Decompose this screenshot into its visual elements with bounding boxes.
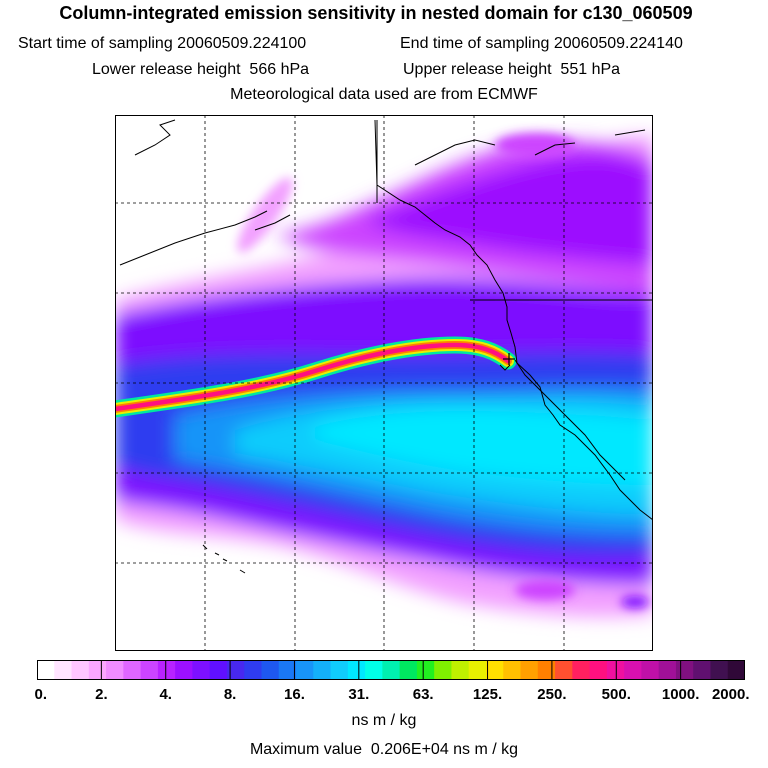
colorbar-tick-label: 1000. bbox=[661, 686, 700, 703]
colorbar-cell bbox=[123, 660, 142, 680]
sensitivity-map bbox=[115, 115, 653, 651]
colorbar-cell bbox=[416, 660, 435, 680]
colorbar-tick-label: 250. bbox=[537, 686, 567, 703]
colorbar-tick-label: 125. bbox=[472, 686, 503, 703]
plume-track bbox=[115, 336, 517, 418]
colorbar-cell bbox=[451, 660, 470, 680]
graticule bbox=[115, 115, 653, 651]
start-time-label: Start time of sampling 20060509.224100 bbox=[18, 35, 307, 52]
colorbar-cell bbox=[399, 660, 418, 680]
political-borders bbox=[376, 120, 653, 481]
colorbar-cell bbox=[727, 660, 745, 680]
met-data-label: Meteorological data used are from ECMWF bbox=[230, 86, 538, 103]
colorbar-cell bbox=[624, 660, 642, 680]
colorbar bbox=[37, 660, 745, 680]
colorbar-cell bbox=[37, 660, 55, 680]
colorbar-cell bbox=[555, 660, 573, 680]
colorbar-tick-label: 4. bbox=[159, 686, 172, 703]
colorbar-cell bbox=[365, 660, 383, 680]
colorbar-cell bbox=[520, 660, 539, 680]
release-point-marker bbox=[503, 353, 515, 365]
colorbar-cell bbox=[658, 660, 677, 680]
coastlines bbox=[119, 119, 653, 574]
upper-release-height-label: Upper release height 551 hPa bbox=[403, 61, 621, 78]
colorbar-cell bbox=[71, 660, 90, 680]
colorbar-cell bbox=[175, 660, 194, 680]
colorbar-cell bbox=[226, 660, 245, 680]
colorbar-tick-label: 0. bbox=[34, 686, 48, 703]
colorbar-cell bbox=[485, 660, 504, 680]
colorbar-cell bbox=[537, 660, 556, 680]
maximum-value-label: Maximum value 0.206E+04 ns m / kg bbox=[249, 741, 519, 758]
colorbar-tick-label: 63. bbox=[412, 686, 434, 703]
plot-title: Column-integrated emission sensitivity i… bbox=[59, 3, 693, 23]
colorbar-cell bbox=[589, 660, 608, 680]
colorbar-cell bbox=[347, 660, 366, 680]
colorbar-tick-label: 2. bbox=[95, 686, 108, 703]
colorbar-cell bbox=[693, 660, 712, 680]
colorbar-cell bbox=[209, 660, 228, 680]
colorbar-cell bbox=[261, 660, 280, 680]
colorbar-cell bbox=[675, 660, 694, 680]
colorbar-cell bbox=[192, 660, 211, 680]
colorbar-cell bbox=[330, 660, 349, 680]
colorbar-tick-label: 16. bbox=[284, 686, 305, 703]
sensitivity-speckles bbox=[237, 133, 649, 608]
colorbar-cell bbox=[382, 660, 401, 680]
colorbar-tick-label: 31. bbox=[348, 686, 370, 703]
colorbar-cell bbox=[710, 660, 729, 680]
colorbar-cell bbox=[641, 660, 660, 680]
colorbar-cell bbox=[54, 660, 73, 680]
colorbar-cell bbox=[157, 660, 176, 680]
lower-release-height-label: Lower release height 566 hPa bbox=[92, 61, 310, 78]
colorbar-tick-label: 8. bbox=[223, 686, 237, 703]
colorbar-cell bbox=[503, 660, 522, 680]
colorbar-cell bbox=[106, 660, 124, 680]
colorbar-tick-label: 2000. bbox=[711, 686, 750, 703]
colorbar-cell bbox=[140, 660, 159, 680]
colorbar-cell bbox=[278, 660, 297, 680]
colorbar-units: ns m / kg bbox=[351, 712, 417, 729]
colorbar-cell bbox=[88, 660, 107, 680]
colorbar-cell bbox=[244, 660, 263, 680]
colorbar-cell bbox=[296, 660, 314, 680]
colorbar-cell bbox=[468, 660, 487, 680]
colorbar-cell bbox=[313, 660, 332, 680]
colorbar-cell bbox=[572, 660, 591, 680]
end-time-label: End time of sampling 20060509.224140 bbox=[400, 35, 683, 52]
colorbar-tick-label: 500. bbox=[601, 686, 631, 703]
colorbar-cell bbox=[434, 660, 453, 680]
